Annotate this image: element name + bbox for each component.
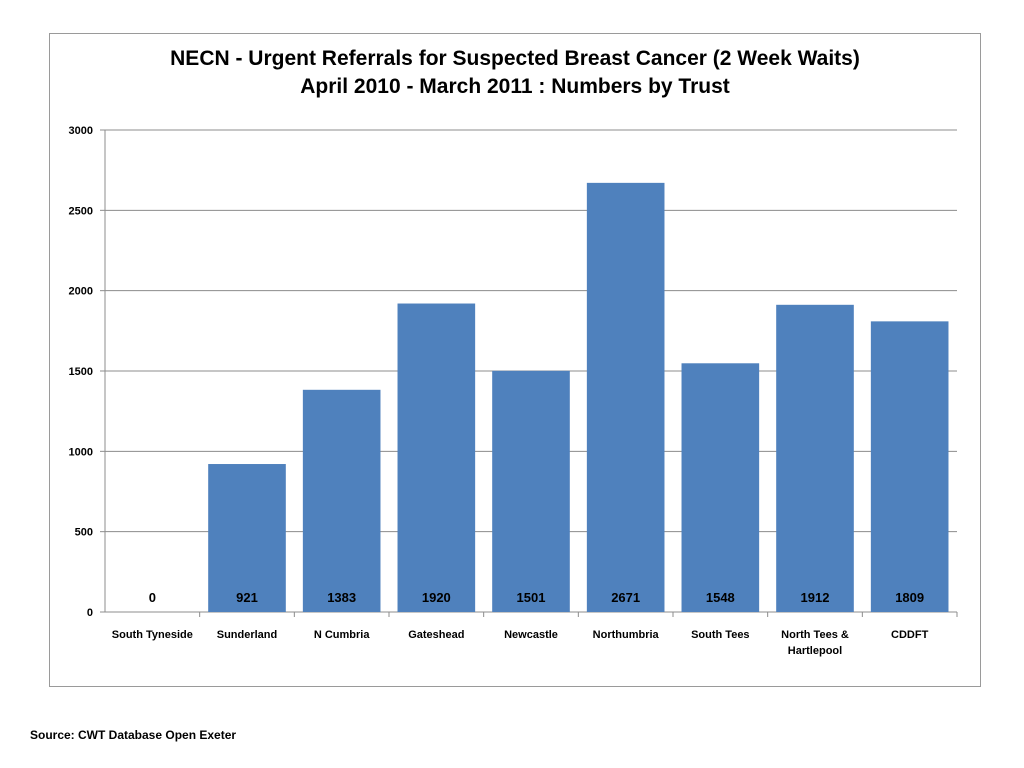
data-label: 1501 bbox=[517, 590, 546, 605]
category-label-line: Newcastle bbox=[504, 629, 558, 641]
x-axis-category-label: Newcastle bbox=[504, 629, 558, 641]
chart-subtitle: April 2010 - March 2011 : Numbers by Tru… bbox=[300, 75, 730, 98]
bar bbox=[302, 389, 381, 612]
bar bbox=[681, 363, 760, 612]
chart-title-block: NECN - Urgent Referrals for Suspected Br… bbox=[49, 45, 981, 101]
bars bbox=[208, 182, 949, 613]
bar bbox=[492, 370, 570, 612]
x-axis-category-label: Sunderland bbox=[217, 629, 278, 641]
y-axis-tick-label: 500 bbox=[75, 527, 93, 539]
category-label-line: South Tyneside bbox=[112, 629, 193, 641]
x-axis-category-label: South Tyneside bbox=[112, 629, 193, 641]
data-label: 921 bbox=[236, 590, 258, 605]
category-label-line: N Cumbria bbox=[314, 629, 371, 641]
data-label: 2671 bbox=[611, 590, 640, 605]
y-axis-tick-label: 1000 bbox=[69, 446, 93, 458]
x-axis-category-label: N Cumbria bbox=[314, 629, 371, 641]
bar bbox=[776, 304, 854, 612]
bar bbox=[870, 321, 949, 612]
x-axis-category-label: South Tees bbox=[691, 629, 749, 641]
category-label-line: Gateshead bbox=[408, 629, 464, 641]
x-axis-category-label: CDDFT bbox=[891, 629, 929, 641]
data-labels: 0 921 1383 1920 1501 2671 1548 1912 1809 bbox=[149, 590, 924, 605]
y-axis-tick-label: 2500 bbox=[69, 205, 93, 217]
category-label-line: South Tees bbox=[691, 629, 749, 641]
data-label: 1809 bbox=[895, 590, 924, 605]
data-label: 1383 bbox=[327, 590, 356, 605]
x-axis-category-label: Northumbria bbox=[593, 629, 660, 641]
chart-title: NECN - Urgent Referrals for Suspected Br… bbox=[170, 47, 860, 70]
x-axis-tick-labels: South Tyneside Sunderland N Cumbria Gateshe… bbox=[112, 629, 929, 657]
y-axis-tick-labels: 0 500 1000 1500 2000 2500 3000 bbox=[69, 125, 93, 619]
data-label: 1548 bbox=[706, 590, 735, 605]
bar bbox=[397, 303, 476, 612]
x-axis-category-label: North Tees & Hartlepool bbox=[781, 629, 849, 657]
y-axis-tick-label: 2000 bbox=[69, 286, 93, 298]
category-label-line: Hartlepool bbox=[788, 645, 842, 657]
category-label-line: Northumbria bbox=[593, 629, 660, 641]
y-axis-tick-label: 0 bbox=[87, 607, 93, 619]
x-axis-category-label: Gateshead bbox=[408, 629, 464, 641]
category-label-line: CDDFT bbox=[891, 629, 929, 641]
data-label: 1920 bbox=[422, 590, 451, 605]
data-label: 0 bbox=[149, 590, 156, 605]
y-axis-tick-label: 1500 bbox=[69, 366, 93, 378]
y-axis-tick-label: 3000 bbox=[69, 125, 93, 137]
bar bbox=[208, 464, 286, 612]
data-label: 1912 bbox=[801, 590, 830, 605]
bar bbox=[586, 182, 665, 613]
source-note: Source: CWT Database Open Exeter bbox=[30, 728, 237, 742]
category-label-line: Sunderland bbox=[217, 629, 278, 641]
category-label-line: North Tees & bbox=[781, 629, 849, 641]
